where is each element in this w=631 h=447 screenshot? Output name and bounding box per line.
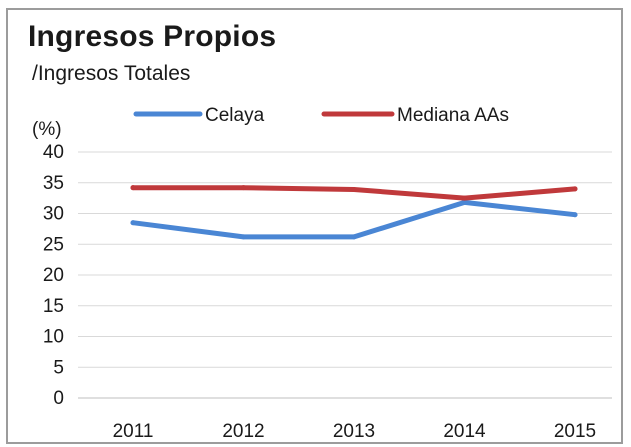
legend-label-1: Mediana AAs xyxy=(397,105,509,126)
gridlines xyxy=(78,151,612,368)
y-tick-label: 20 xyxy=(43,265,64,286)
x-tick-label: 2012 xyxy=(222,421,264,442)
data-point xyxy=(351,187,357,193)
data-point xyxy=(130,185,136,191)
data-point xyxy=(572,186,578,192)
y-tick-label: 10 xyxy=(43,327,64,348)
y-tick-label: 0 xyxy=(53,388,64,409)
y-tick-label: 35 xyxy=(43,173,64,194)
y-tick-label: 15 xyxy=(43,296,64,317)
data-point xyxy=(351,234,357,240)
series-lines xyxy=(130,185,578,240)
x-tick-label: 2014 xyxy=(443,421,486,442)
axes: 0 5 10 15 20 25 30 35 40 2011 2012 2013 2014 2015 xyxy=(43,142,612,442)
chart-frame xyxy=(6,8,623,444)
chart-title: Ingresos Propios xyxy=(28,20,277,53)
data-point xyxy=(241,234,246,240)
x-tick-label: 2011 xyxy=(113,421,154,442)
data-point xyxy=(462,199,467,205)
data-point xyxy=(241,185,246,191)
data-point xyxy=(130,220,136,226)
y-axis-unit-label: (%) xyxy=(32,119,62,140)
legend-label-0: Celaya xyxy=(205,105,265,126)
chart-subtitle: /Ingresos Totales xyxy=(32,62,191,85)
legend: Celaya Mediana AAs xyxy=(133,105,509,126)
y-tick-label: 25 xyxy=(43,234,64,255)
y-tick-label: 40 xyxy=(43,142,64,163)
x-tick-label: 2013 xyxy=(333,421,375,442)
x-tick-label: 2015 xyxy=(554,421,596,442)
y-tick-label: 5 xyxy=(53,357,64,378)
data-point xyxy=(572,212,578,218)
data-point xyxy=(462,195,467,201)
y-tick-label: 30 xyxy=(43,204,64,225)
series-line-0 xyxy=(130,199,578,240)
